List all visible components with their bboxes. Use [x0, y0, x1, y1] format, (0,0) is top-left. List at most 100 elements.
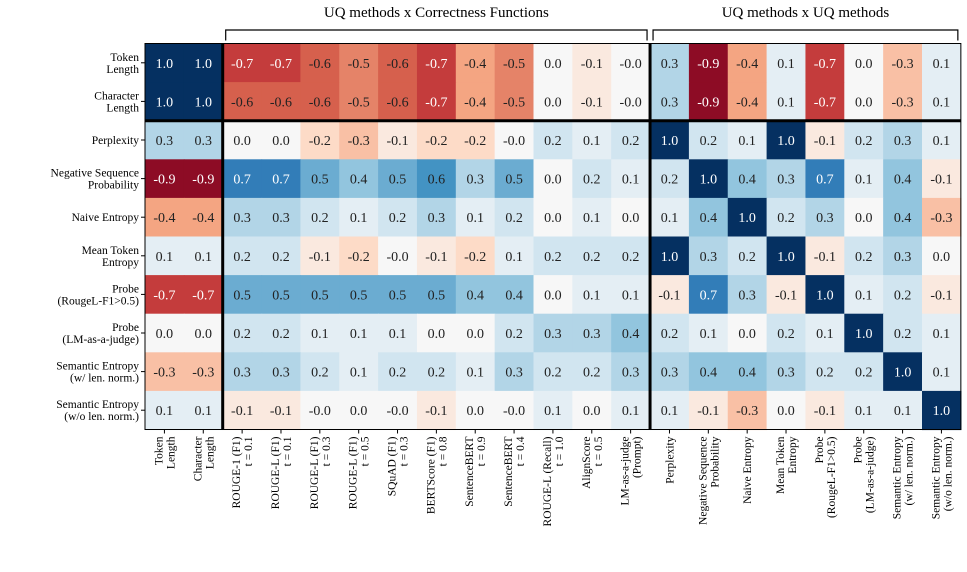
heatmap-cell: [883, 82, 923, 122]
cell-value-label: -0.2: [348, 250, 370, 265]
heatmap-cell: [533, 159, 573, 199]
heatmap-cell: [766, 236, 807, 276]
heatmap-cell: [922, 236, 962, 276]
cell-value-label: 0.3: [661, 95, 679, 110]
heatmap-cell: [533, 236, 573, 276]
cell-value-label: 0.0: [272, 134, 290, 149]
cell-value-label: 1.0: [195, 57, 213, 72]
cell-value-label: 0.0: [195, 327, 213, 342]
heatmap-cell: [378, 43, 418, 83]
cell-value-label: 1.0: [195, 95, 213, 110]
heatmap-cell: [222, 352, 263, 392]
heatmap-cell: [416, 275, 457, 315]
heatmap-cell: [688, 197, 729, 238]
column-label: Mean Token: [775, 436, 787, 494]
heatmap-cell: [339, 159, 379, 199]
cell-value-label: 0.2: [233, 327, 251, 342]
cell-value-label: 0.0: [738, 327, 756, 342]
cell-value-label: 0.3: [505, 366, 523, 381]
heatmap-cell: [416, 313, 457, 353]
heatmap-cell: [572, 43, 612, 83]
cell-value-label: -0.4: [736, 95, 758, 110]
cell-value-label: 0.2: [583, 366, 601, 381]
row-label: (w/o len. norm.): [64, 411, 139, 423]
heatmap-cell: [883, 197, 923, 238]
cell-value-label: -0.1: [697, 404, 719, 419]
column-label: Semantic Entropy: [930, 436, 942, 519]
cell-value-label: 0.4: [466, 288, 484, 303]
heatmap-cell: [145, 159, 185, 199]
heatmap-cell: [650, 390, 690, 431]
heatmap-cell: [883, 43, 923, 83]
cell-value-label: 0.3: [233, 366, 251, 381]
cell-value-label: 0.3: [661, 57, 679, 72]
column-label: ROUGE-L (F1): [309, 436, 321, 509]
cell-value-label: -0.3: [891, 57, 913, 72]
cell-value-label: 0.1: [855, 404, 873, 419]
cell-value-label: -0.0: [620, 95, 642, 110]
cell-value-label: 0.2: [544, 366, 562, 381]
heatmap-cell: [455, 352, 496, 392]
cell-value-label: 0.4: [738, 366, 756, 381]
heatmap-cell: [611, 159, 651, 199]
cell-value-label: 0.4: [894, 211, 912, 226]
heatmap-cell: [727, 275, 768, 315]
cell-value-label: 0.4: [700, 211, 718, 226]
heatmap-cell: [805, 352, 845, 392]
heatmap-cell: [572, 313, 612, 353]
column-label: Probability: [709, 436, 721, 487]
column-label: ROUGE-L (Recall): [542, 436, 554, 526]
column-label: (Prompt): [632, 436, 644, 478]
cell-value-label: -0.1: [930, 288, 952, 303]
cell-value-label: 0.1: [894, 404, 912, 419]
heatmap-cell: [183, 352, 224, 392]
column-label: Character: [192, 436, 204, 481]
heatmap-cell: [222, 275, 263, 315]
column-label: Semantic Entropy: [892, 436, 904, 519]
cell-value-label: 0.1: [855, 173, 873, 188]
heatmap-cell: [416, 197, 457, 238]
cell-value-label: 0.0: [544, 173, 562, 188]
column-label: Length: [204, 436, 216, 469]
cell-value-label: -0.0: [386, 404, 408, 419]
cell-value-label: 0.2: [855, 134, 873, 149]
heatmap-cell: [533, 390, 573, 431]
heatmap-cell: [922, 275, 962, 315]
heatmap-cell: [222, 120, 263, 160]
cell-value-label: -0.4: [153, 211, 175, 226]
cell-value-label: 1.0: [738, 211, 756, 226]
heatmap-cell: [805, 236, 845, 276]
heatmap-cell: [611, 275, 651, 315]
heatmap-cell: [455, 43, 496, 83]
cell-value-label: 0.4: [505, 288, 523, 303]
row-label: Token: [110, 52, 139, 64]
cell-value-label: 0.3: [661, 366, 679, 381]
heatmap-cell: [145, 197, 185, 238]
cell-value-label: 0.1: [466, 211, 484, 226]
heatmap-cell: [688, 275, 729, 315]
heatmap-cell: [727, 159, 768, 199]
heatmap-cell: [650, 43, 690, 83]
cell-value-label: 0.1: [933, 327, 951, 342]
heatmap-cell: [922, 159, 962, 199]
cell-value-label: 0.0: [428, 327, 446, 342]
cell-value-label: 1.0: [816, 288, 834, 303]
cell-value-label: -0.3: [736, 404, 758, 419]
heatmap-cell: [300, 43, 340, 83]
cell-value-label: 0.3: [544, 327, 562, 342]
heatmap-cell: [222, 197, 263, 238]
cell-value-label: -0.2: [464, 134, 486, 149]
cell-value-label: -0.1: [231, 404, 253, 419]
row-label: Naive Entropy: [72, 212, 140, 224]
column-label: (RougeL-F1>0.5): [826, 436, 838, 518]
heatmap-cell: [727, 352, 768, 392]
heatmap-cell: [844, 197, 884, 238]
heatmap-cell: [183, 236, 224, 276]
heatmap-cell: [339, 43, 379, 83]
cell-value-label: -0.6: [386, 57, 408, 72]
cell-value-label: 1.0: [855, 327, 873, 342]
cell-value-label: 0.1: [933, 134, 951, 149]
group-bracket: [225, 29, 648, 41]
heatmap-cell: [611, 390, 651, 431]
